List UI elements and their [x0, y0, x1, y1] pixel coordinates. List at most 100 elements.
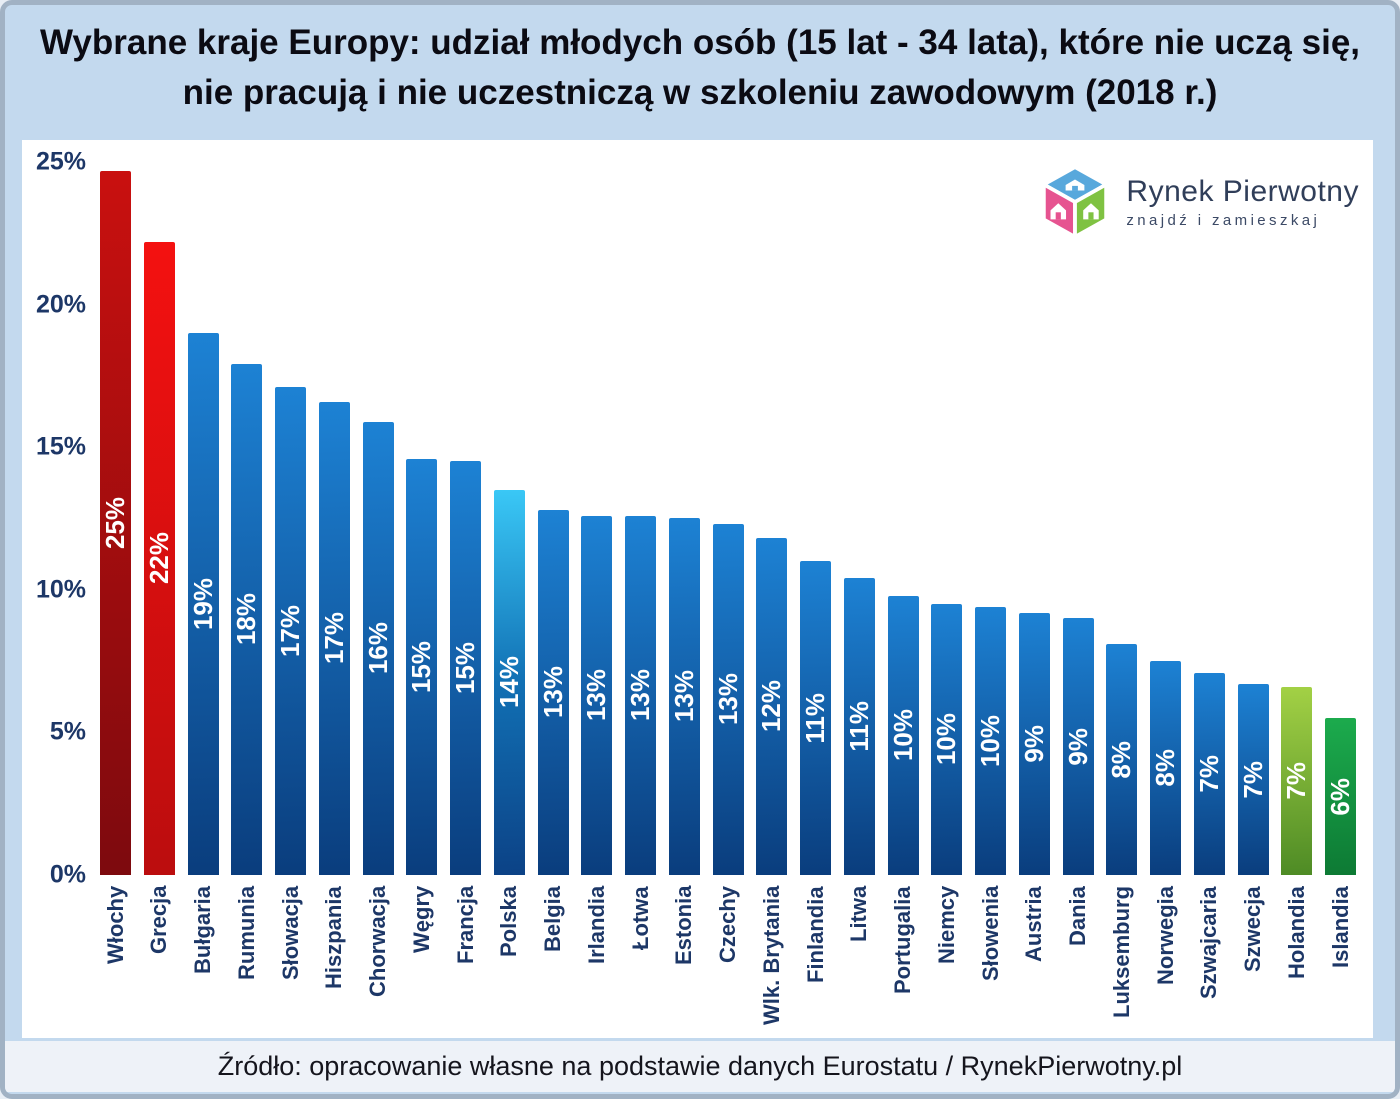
bar-value-label: 12% [756, 680, 787, 733]
bar-value-label: 13% [537, 666, 568, 719]
logo: Rynek Pierwotny znajdź i zamieszkaj [1037, 164, 1359, 240]
bar: 13% [712, 524, 744, 875]
bar-value-label: 7% [1193, 755, 1224, 793]
bar-value-label: 11% [843, 701, 874, 752]
bar: 25% [100, 171, 131, 875]
country-label: Irlandia [583, 886, 609, 965]
country-label: Holandia [1283, 886, 1309, 979]
bar: 15% [406, 459, 438, 875]
bar: 14% [493, 490, 525, 875]
bar-value-label: 22% [143, 532, 174, 585]
logo-cube-icon [1042, 165, 1109, 239]
bar-value-label: 9% [1062, 727, 1093, 766]
logo-tagline: znajdź i zamieszkaj [1126, 212, 1321, 229]
x-label-cell: Polska [494, 886, 525, 1038]
country-label: Islandia [1327, 886, 1353, 968]
x-label-cell: Rumunia [231, 886, 262, 1038]
country-label: Słowenia [977, 886, 1003, 982]
bar-value-label: 15% [406, 640, 437, 694]
bar: 9% [1018, 613, 1050, 875]
bar: 10% [931, 604, 963, 875]
country-label: Czechy [715, 886, 740, 964]
country-label: Węgry [408, 886, 434, 954]
country-label: Litwa [846, 886, 872, 943]
x-label-cell: Chorwacja [363, 886, 394, 1038]
bar-value-label: 11% [800, 692, 830, 744]
chart-title: Wybrane kraje Europy: udział młodych osó… [39, 23, 1361, 112]
source-note: Źródło: opracowanie własne na podstawie … [5, 1041, 1395, 1092]
y-tick-label: 0% [49, 860, 86, 889]
bar: 12% [756, 538, 788, 875]
country-label: Słowacja [277, 886, 303, 981]
x-label-cell: Islandia [1325, 886, 1356, 1038]
y-tick-label: 10% [35, 575, 86, 604]
y-tick-label: 20% [35, 290, 86, 319]
y-tick-label: 25% [35, 147, 86, 176]
x-label-cell: Holandia [1281, 886, 1312, 1038]
bar-value-label: 19% [187, 577, 218, 631]
country-label: Wlk. Brytania [758, 886, 784, 1026]
bar-value-label: 13% [668, 670, 699, 723]
bar: 15% [450, 461, 481, 875]
logo-text: Rynek Pierwotny znajdź i zamieszkaj [1126, 175, 1359, 229]
x-label-cell: Norwegia [1150, 886, 1181, 1038]
country-label: Belgia [540, 886, 565, 953]
bar: 17% [275, 387, 306, 875]
country-label: Portugalia [890, 886, 915, 994]
bar: 9% [1062, 618, 1094, 875]
x-label-cell: Węgry [406, 886, 437, 1038]
x-label-cell: Luksemburg [1106, 886, 1137, 1038]
bar-value-label: 18% [231, 593, 262, 646]
country-label: Grecja [146, 886, 172, 955]
country-label: Szwajcaria [1196, 886, 1222, 999]
country-label: Szwecja [1240, 886, 1265, 972]
bar: 8% [1106, 644, 1138, 875]
x-label-cell: Wlk. Brytania [756, 886, 787, 1038]
x-label-cell: Szwecja [1238, 886, 1269, 1038]
bar: 7% [1237, 684, 1269, 875]
bar-value-label: 6% [1325, 777, 1355, 816]
x-label-cell: Bułgaria [188, 886, 219, 1038]
x-label-cell: Finlandia [800, 886, 831, 1038]
house-icon [1083, 203, 1100, 220]
plot-area: 25% 20% 15% 10% 5% 0% 25% 22% 19% 18% 17% 17% 16% 15… [22, 140, 1373, 1038]
bar: 22% [143, 242, 175, 875]
x-label-cell: Estonia [669, 886, 700, 1038]
x-label-cell: Szwajcaria [1194, 886, 1225, 1038]
bar: 18% [231, 364, 263, 875]
bar-value-label: 17% [275, 604, 305, 658]
logo-name: Rynek Pierwotny [1126, 175, 1359, 208]
x-label-cell: Dania [1063, 886, 1094, 1038]
country-label: Niemcy [933, 886, 959, 965]
bar: 8% [1150, 661, 1181, 875]
bar-value-label: 10% [975, 714, 1005, 768]
bar-value-label: 8% [1150, 749, 1180, 787]
bar-value-label: 16% [362, 622, 393, 675]
bar: 16% [362, 422, 394, 875]
bar: 10% [975, 607, 1006, 875]
bar: 10% [887, 596, 919, 875]
country-label: Hiszpania [321, 886, 347, 989]
country-label: Francja [452, 886, 478, 965]
bar: 17% [318, 402, 350, 875]
country-label: Bułgaria [190, 886, 215, 975]
bars-layer: 25% 22% 19% 18% 17% 17% 16% 15% 15% 14% 13% 13% 13% 1… [100, 140, 1356, 875]
country-label: Łotwa [627, 886, 653, 950]
x-label-cell: Portugalia [888, 886, 919, 1038]
bar-value-label: 10% [887, 709, 918, 762]
bar: 7% [1193, 673, 1225, 875]
x-label-cell: Niemcy [931, 886, 962, 1038]
country-label: Austria [1021, 886, 1047, 962]
bar-value-label: 13% [625, 669, 655, 722]
x-label-cell: Irlandia [581, 886, 612, 1038]
bar: 13% [625, 516, 656, 875]
bar: 11% [800, 561, 831, 875]
bar-value-label: 7% [1281, 762, 1312, 800]
country-label: Norwegia [1152, 886, 1178, 986]
bar-value-label: 10% [931, 713, 962, 766]
bar-value-label: 14% [493, 656, 524, 709]
bar: 7% [1281, 687, 1313, 875]
bar-value-label: 25% [100, 496, 130, 550]
x-label-cell: Łotwa [625, 886, 656, 1038]
